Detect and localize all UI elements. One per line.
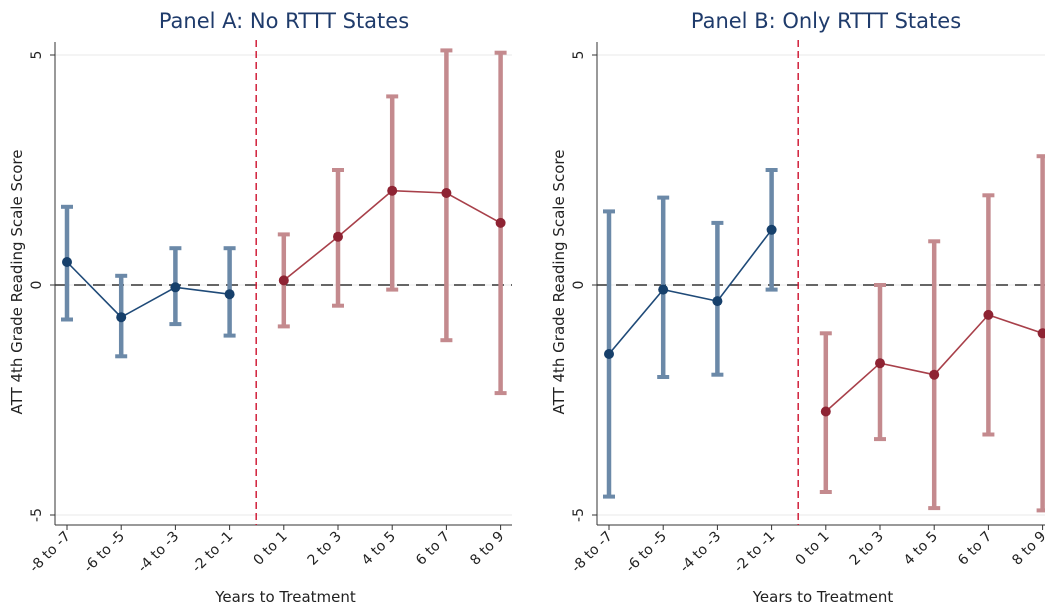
x-tick-label: 2 to 3: [305, 529, 345, 569]
x-tick-label: -8 to -7: [27, 529, 74, 576]
y-tick-label: 5: [571, 51, 587, 60]
post-treatment-point: [983, 309, 994, 320]
post-treatment-point: [278, 275, 289, 286]
x-tick-label: 6 to 7: [413, 529, 453, 569]
x-tick-label: 2 to 3: [847, 529, 887, 569]
x-tick-label: -2 to -1: [189, 529, 236, 576]
x-tick-label: 0 to 1: [250, 529, 290, 569]
post-treatment-point: [929, 369, 940, 380]
x-tick-label: -6 to -5: [623, 529, 670, 576]
pre-treatment-series-line: [608, 229, 773, 355]
x-tick-label: -6 to -5: [81, 529, 128, 576]
post-treatment-point: [495, 217, 506, 228]
panel-title: Panel A: No RTTT States: [159, 9, 409, 33]
panel-b: -5 0 5 -8 to -7 -6 to -5 -4 to -3 -2 to -1 0 to…: [550, 9, 1045, 606]
x-tick-label: 4 to 5: [901, 529, 941, 569]
post-treatment-point: [387, 185, 398, 196]
x-tick-label: 0 to 1: [792, 529, 832, 569]
y-tick-label: -5: [571, 508, 587, 522]
panel-a: -5 0 5 -8 to -7 -6 to -5 -4 to -3 -2 to -1 0 to…: [8, 9, 512, 606]
y-tick-label: 0: [29, 281, 45, 290]
pre-treatment-point: [224, 289, 235, 300]
pre-treatment-point: [170, 282, 181, 293]
x-tick-label: -2 to -1: [731, 529, 778, 576]
x-tick-label: 8 to 9: [467, 529, 507, 569]
panel-title: Panel B: Only RTTT States: [691, 9, 961, 33]
pre-treatment-point: [604, 349, 614, 359]
y-tick-label: 5: [29, 51, 45, 60]
pre-treatment-series-line: [66, 261, 230, 319]
post-treatment-point: [1037, 328, 1045, 339]
pre-treatment-point: [62, 257, 72, 267]
y-axis-label: ATT 4th Grade Reading Scale Score: [8, 150, 26, 415]
y-axis-label: ATT 4th Grade Reading Scale Score: [550, 150, 568, 415]
y-tick-label: -5: [29, 508, 45, 522]
x-tick-label: -4 to -3: [677, 529, 724, 576]
post-treatment-point: [333, 231, 343, 242]
post-treatment-point: [820, 406, 831, 417]
x-tick-label: 6 to 7: [955, 529, 995, 569]
x-tick-label: -4 to -3: [135, 529, 182, 576]
post-treatment-point: [875, 358, 885, 369]
pre-treatment-point: [712, 296, 723, 307]
pre-treatment-point: [116, 312, 127, 323]
x-axis-label: Years to Treatment: [214, 588, 356, 606]
pre-treatment-point: [658, 284, 669, 295]
y-tick-label: 0: [571, 281, 587, 290]
post-treatment-point: [441, 188, 452, 198]
x-tick-label: -8 to -7: [569, 529, 616, 576]
x-axis-label: Years to Treatment: [752, 588, 894, 606]
x-tick-label: 4 to 5: [359, 529, 399, 569]
x-tick-label: 8 to 9: [1009, 529, 1045, 569]
pre-treatment-point: [766, 224, 777, 235]
